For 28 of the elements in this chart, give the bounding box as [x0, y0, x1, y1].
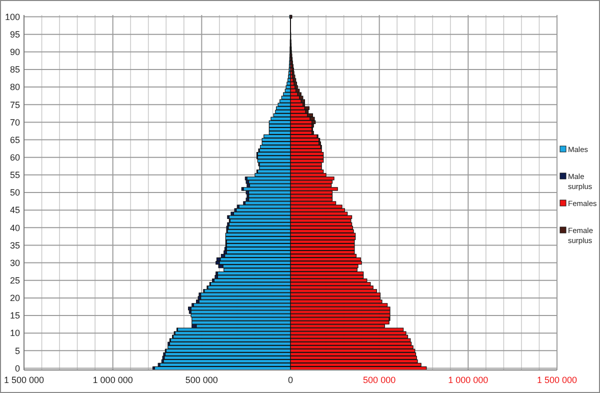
x-tick-label: 0 [288, 375, 294, 385]
y-tick-label: 95 [10, 29, 20, 40]
x-tick-label: 1 000 000 [448, 375, 488, 385]
y-tick-label: 85 [10, 64, 20, 75]
y-tick-label: 100 [4, 12, 20, 22]
y-tick-label: 60 [10, 152, 20, 162]
y-tick-label: 90 [10, 47, 20, 58]
x-tick-label: 500 000 [363, 375, 396, 385]
x-tick-label: 1 000 000 [92, 375, 133, 385]
x-tick-label: 1 500 000 [4, 375, 44, 385]
x-tick-label: 500 000 [185, 375, 218, 385]
y-tick-label: 65 [10, 134, 20, 145]
y-tick-label: 75 [10, 100, 20, 110]
y-tick-label: 25 [10, 276, 20, 286]
y-tick-label: 80 [10, 82, 20, 92]
y-tick-label: 0 [14, 363, 20, 374]
y-tick-label: 55 [10, 170, 20, 180]
y-tick-label: 15 [10, 310, 20, 321]
y-tick-label: 70 [10, 117, 20, 128]
y-tick-label: 35 [10, 240, 20, 250]
y-tick-label: 20 [10, 293, 20, 304]
y-tick-label: 40 [10, 222, 20, 233]
y-tick-label: 10 [10, 328, 20, 338]
y-tick-label: 5 [14, 346, 20, 356]
y-tick-label: 45 [10, 205, 20, 216]
y-tick-label: 30 [10, 258, 20, 268]
y-tick-label: 50 [10, 188, 20, 198]
x-tick-label: 1 500 000 [536, 375, 578, 385]
